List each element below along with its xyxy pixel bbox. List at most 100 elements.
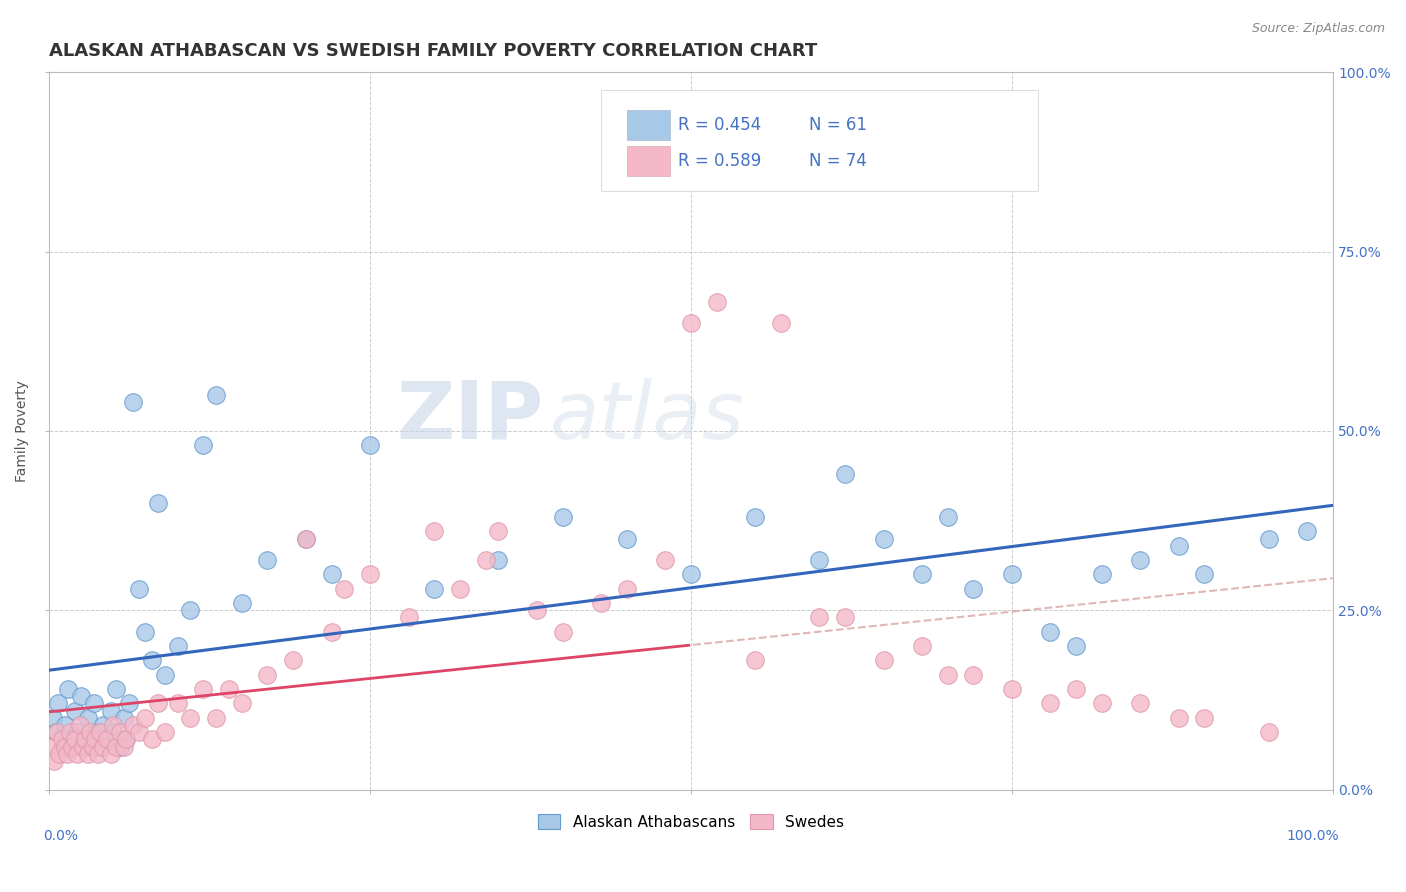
- Point: [96, 732, 118, 747]
- Point: [84, 732, 107, 747]
- Point: [218, 682, 240, 697]
- Text: 100.0%: 100.0%: [1286, 829, 1340, 843]
- Point: [118, 697, 141, 711]
- Point: [60, 739, 83, 754]
- Point: [551, 510, 574, 524]
- Point: [526, 603, 548, 617]
- Point: [1064, 682, 1087, 697]
- Point: [193, 438, 215, 452]
- Point: [231, 697, 253, 711]
- Point: [679, 317, 702, 331]
- Point: [281, 653, 304, 667]
- Point: [103, 718, 125, 732]
- Point: [872, 653, 894, 667]
- Point: [89, 725, 111, 739]
- Point: [75, 739, 97, 754]
- Point: [231, 596, 253, 610]
- Point: [166, 697, 188, 711]
- Y-axis label: Family Poverty: Family Poverty: [15, 380, 30, 482]
- Point: [1039, 624, 1062, 639]
- Point: [79, 732, 101, 747]
- Point: [1001, 567, 1024, 582]
- Point: [134, 711, 156, 725]
- Point: [56, 747, 79, 761]
- Point: [91, 739, 114, 754]
- Point: [591, 596, 613, 610]
- Point: [295, 532, 318, 546]
- Point: [911, 567, 934, 582]
- Point: [962, 582, 984, 596]
- Point: [72, 739, 94, 754]
- Point: [1296, 524, 1319, 539]
- Point: [1257, 725, 1279, 739]
- Point: [834, 467, 856, 481]
- FancyBboxPatch shape: [627, 145, 671, 176]
- Point: [100, 704, 122, 718]
- Point: [423, 524, 446, 539]
- Point: [769, 317, 792, 331]
- Point: [63, 704, 86, 718]
- Point: [87, 725, 110, 739]
- Point: [808, 553, 831, 567]
- Text: ALASKAN ATHABASCAN VS SWEDISH FAMILY POVERTY CORRELATION CHART: ALASKAN ATHABASCAN VS SWEDISH FAMILY POV…: [49, 42, 817, 60]
- Point: [179, 603, 201, 617]
- Point: [148, 697, 170, 711]
- Point: [141, 653, 163, 667]
- Point: [1001, 682, 1024, 697]
- Point: [616, 532, 638, 546]
- Point: [112, 739, 135, 754]
- Point: [48, 747, 70, 761]
- Point: [449, 582, 471, 596]
- Text: 0.0%: 0.0%: [42, 829, 77, 843]
- Point: [744, 510, 766, 524]
- Point: [100, 747, 122, 761]
- Point: [1194, 711, 1216, 725]
- Point: [91, 718, 114, 732]
- Point: [75, 732, 97, 747]
- Point: [45, 725, 67, 739]
- Point: [1167, 711, 1189, 725]
- Point: [51, 739, 73, 754]
- Point: [872, 532, 894, 546]
- Point: [936, 668, 959, 682]
- Point: [103, 725, 125, 739]
- Point: [911, 639, 934, 653]
- Point: [134, 624, 156, 639]
- Point: [179, 711, 201, 725]
- Point: [59, 725, 82, 739]
- Point: [58, 682, 80, 697]
- Point: [82, 739, 104, 754]
- Point: [398, 610, 420, 624]
- Point: [193, 682, 215, 697]
- Point: [76, 747, 98, 761]
- Point: [141, 732, 163, 747]
- Point: [166, 639, 188, 653]
- Point: [104, 739, 127, 754]
- Point: [551, 624, 574, 639]
- Point: [112, 711, 135, 725]
- Text: ZIP: ZIP: [396, 377, 543, 456]
- Text: N = 61: N = 61: [808, 116, 868, 134]
- Point: [153, 668, 176, 682]
- Point: [87, 747, 110, 761]
- Point: [104, 682, 127, 697]
- FancyBboxPatch shape: [602, 90, 1038, 191]
- Point: [46, 697, 69, 711]
- FancyBboxPatch shape: [627, 110, 671, 140]
- Point: [744, 653, 766, 667]
- Point: [83, 697, 105, 711]
- Point: [121, 395, 143, 409]
- Point: [423, 582, 446, 596]
- Point: [76, 711, 98, 725]
- Point: [679, 567, 702, 582]
- Point: [121, 718, 143, 732]
- Point: [616, 582, 638, 596]
- Point: [96, 732, 118, 747]
- Point: [936, 510, 959, 524]
- Point: [295, 532, 318, 546]
- Point: [60, 732, 83, 747]
- Point: [108, 739, 131, 754]
- Point: [148, 496, 170, 510]
- Point: [808, 610, 831, 624]
- Point: [474, 553, 496, 567]
